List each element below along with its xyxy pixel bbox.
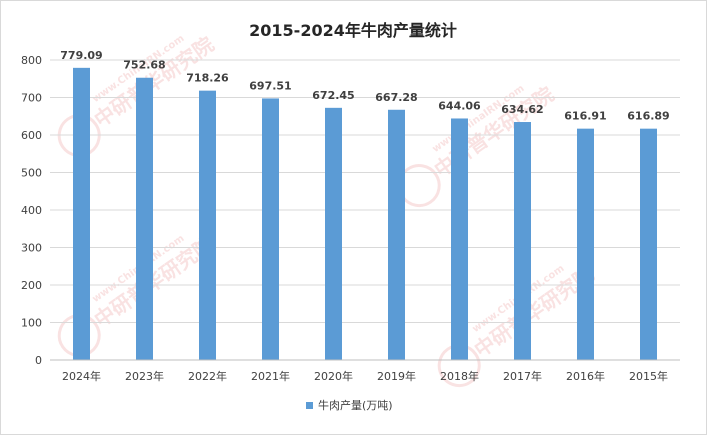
bar-series xyxy=(73,67,657,361)
x-tick-label: 2020年 xyxy=(314,369,353,383)
watermark-logo-icon xyxy=(437,344,481,388)
data-label: 779.09 xyxy=(60,49,102,62)
x-tick-label: 2015年 xyxy=(629,369,668,383)
bar[interactable] xyxy=(73,67,90,360)
y-tick-label: 700 xyxy=(21,92,42,105)
watermark-logo-icon xyxy=(57,314,101,358)
bar[interactable] xyxy=(262,98,279,360)
x-tick-label: 2019年 xyxy=(377,369,416,383)
y-tick-label: 400 xyxy=(21,204,42,217)
data-label: 752.68 xyxy=(123,59,165,72)
x-tick-label: 2024年 xyxy=(62,369,101,383)
bar[interactable] xyxy=(577,128,594,360)
x-tick-label: 2017年 xyxy=(503,369,542,383)
data-label: 667.28 xyxy=(375,91,417,104)
x-tick-label: 2022年 xyxy=(188,369,227,383)
x-tick-label: 2023年 xyxy=(125,369,164,383)
y-tick-label: 800 xyxy=(21,54,42,67)
legend[interactable]: 牛肉产量(万吨) xyxy=(306,398,393,412)
y-tick-label: 0 xyxy=(35,354,42,367)
data-label: 616.89 xyxy=(627,110,669,123)
bar[interactable] xyxy=(640,128,657,360)
y-tick-label: 100 xyxy=(21,317,42,330)
data-label: 644.06 xyxy=(438,99,481,112)
y-tick-label: 600 xyxy=(21,129,42,142)
gridlines xyxy=(50,59,680,323)
watermark-logo-icon xyxy=(57,114,101,158)
data-labels: 779.09 752.68 718.26 697.51 672.45 667.28 644.… xyxy=(60,49,669,123)
y-tick-label: 200 xyxy=(21,279,42,292)
chart-title: 2015-2024年牛肉产量统计 xyxy=(249,21,457,40)
bar[interactable] xyxy=(514,122,531,360)
data-label: 697.51 xyxy=(249,79,291,92)
data-label: 672.45 xyxy=(312,89,354,102)
data-label: 616.91 xyxy=(564,110,606,123)
x-tick-label: 2016年 xyxy=(566,369,605,383)
x-tick-label: 2018年 xyxy=(440,369,479,383)
legend-swatch xyxy=(306,402,313,409)
data-label: 718.26 xyxy=(186,72,229,85)
y-axis-tick-labels: 0 100 200 300 400 500 600 700 800 xyxy=(21,54,42,367)
data-label: 634.62 xyxy=(501,103,543,116)
y-tick-label: 500 xyxy=(21,167,42,180)
bar[interactable] xyxy=(199,90,216,360)
y-tick-label: 300 xyxy=(21,242,42,255)
legend-label: 牛肉产量(万吨) xyxy=(318,398,393,412)
bar[interactable] xyxy=(451,118,468,360)
bar[interactable] xyxy=(388,109,405,361)
x-tick-label: 2021年 xyxy=(251,369,290,383)
bar[interactable] xyxy=(325,107,342,360)
bar[interactable] xyxy=(136,77,153,361)
x-axis-tick-labels: 2024年 2023年 2022年 2021年 2020年 2019年 2018年 2017年… xyxy=(62,369,668,383)
